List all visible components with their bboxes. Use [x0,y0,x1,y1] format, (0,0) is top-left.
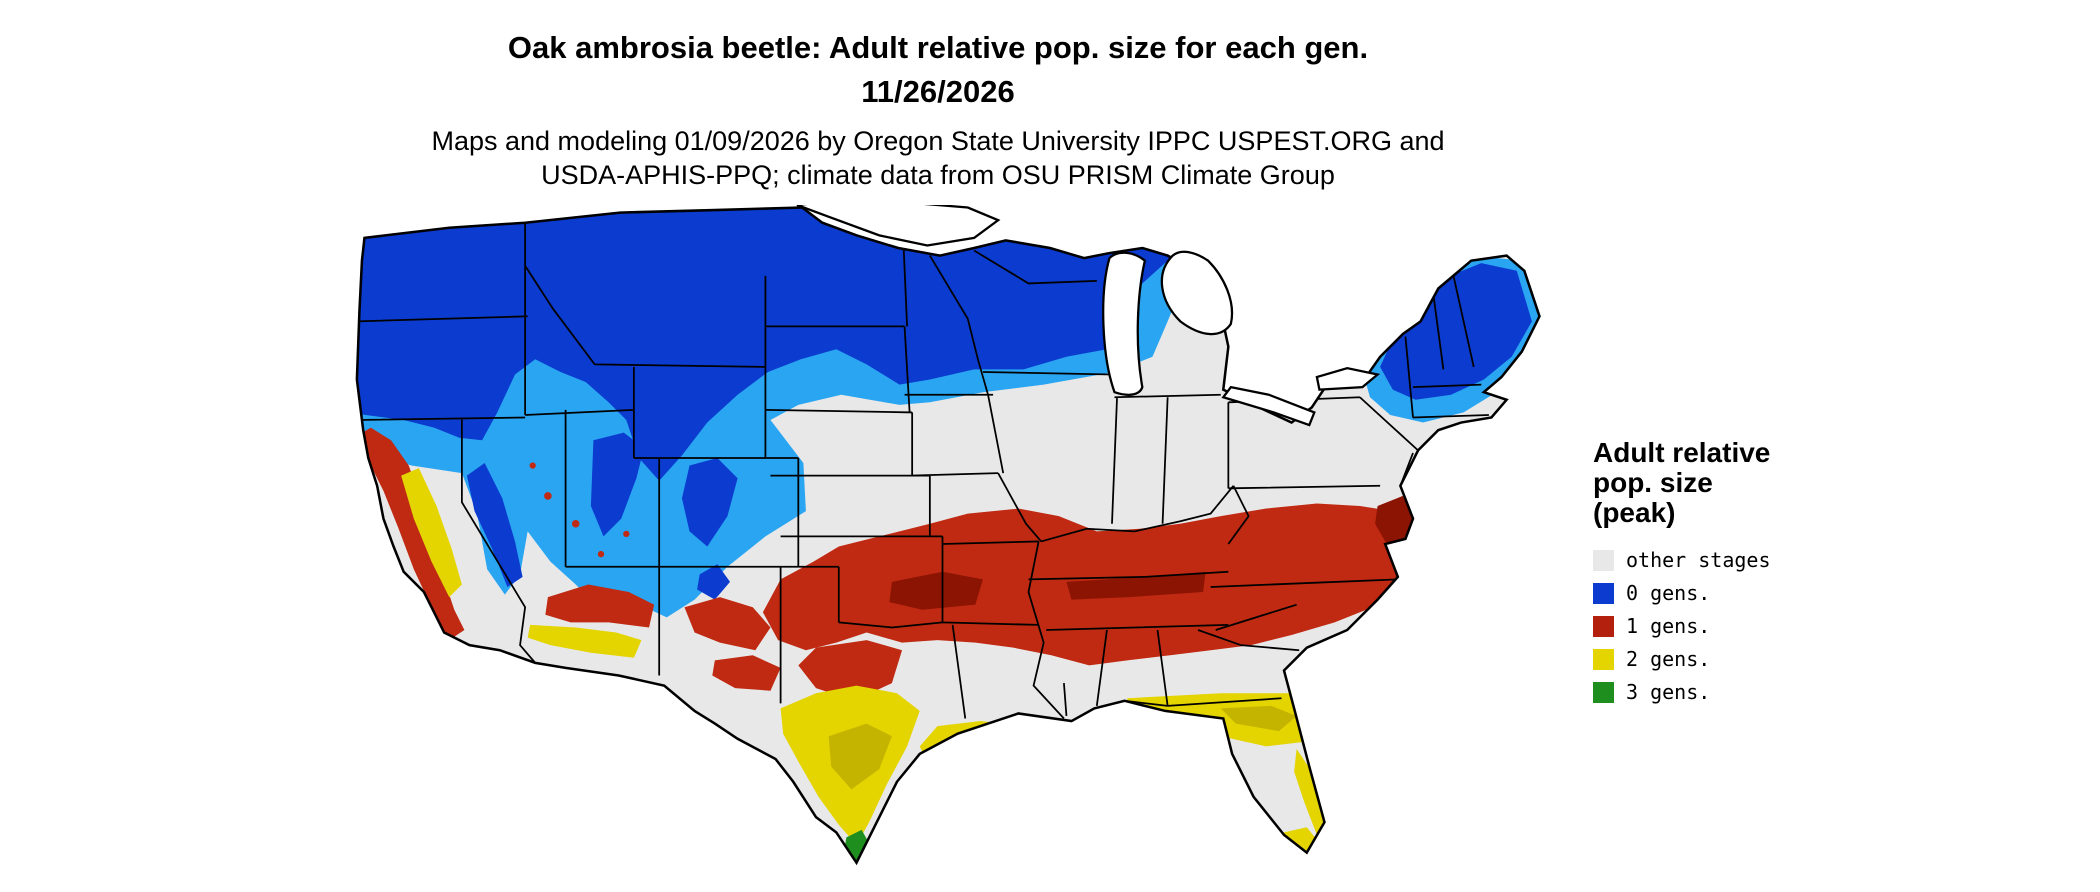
gen3-regions [843,829,1297,863]
figure-credit-line2: USDA-APHIS-PPQ; climate data from OSU PR… [541,160,1335,190]
lake-superior [796,205,1001,247]
legend-item-other-stages: other stages [1593,544,1893,577]
state-borders [356,210,1489,720]
us-generation-map [335,205,1550,888]
lake-erie [1221,385,1316,427]
legend: Adult relative pop. size (peak) other st… [1593,438,1893,709]
figure-header: Oak ambrosia beetle: Adult relative pop.… [0,26,1876,192]
us-map-svg [355,205,1541,866]
legend-label: other stages [1626,548,1771,572]
legend-label: 3 gens. [1626,680,1711,704]
us-outline [355,206,1541,866]
lake-huron [1160,250,1234,336]
figure-date: 11/26/2026 [861,74,1015,109]
legend-item-1-gens: 1 gens. [1593,610,1893,643]
figure-credits: Maps and modeling 01/09/2026 by Oregon S… [0,124,1876,192]
gen1-dark-regions [889,495,1416,610]
legend-swatch-2-gens [1593,649,1614,670]
lake-ontario [1315,366,1381,391]
legend-item-2-gens: 2 gens. [1593,643,1893,676]
legend-label: 0 gens. [1626,581,1711,605]
gen2-dark-regions [828,705,1297,790]
figure-title: Oak ambrosia beetle: Adult relative pop.… [507,30,1369,65]
legend-items: other stages 0 gens. 1 gens. 2 gens. 3 g… [1593,544,1893,709]
figure-credit-line1: Maps and modeling 01/09/2026 by Oregon S… [431,126,1445,156]
legend-title-line2: pop. size [1593,467,1713,498]
lake-michigan [1102,251,1147,396]
legend-label: 1 gens. [1626,614,1711,638]
legend-title: Adult relative pop. size (peak) [1593,438,1893,528]
legend-item-0-gens: 0 gens. [1593,577,1893,610]
great-lakes [796,205,1381,427]
legend-swatch-other-stages [1593,550,1614,571]
legend-label: 2 gens. [1626,647,1711,671]
legend-swatch-1-gens [1593,616,1614,637]
legend-swatch-0-gens [1593,583,1614,604]
legend-title-line1: Adult relative [1593,437,1771,468]
legend-item-3-gens: 3 gens. [1593,676,1893,709]
legend-title-line3: (peak) [1593,497,1676,528]
legend-swatch-3-gens [1593,682,1614,703]
